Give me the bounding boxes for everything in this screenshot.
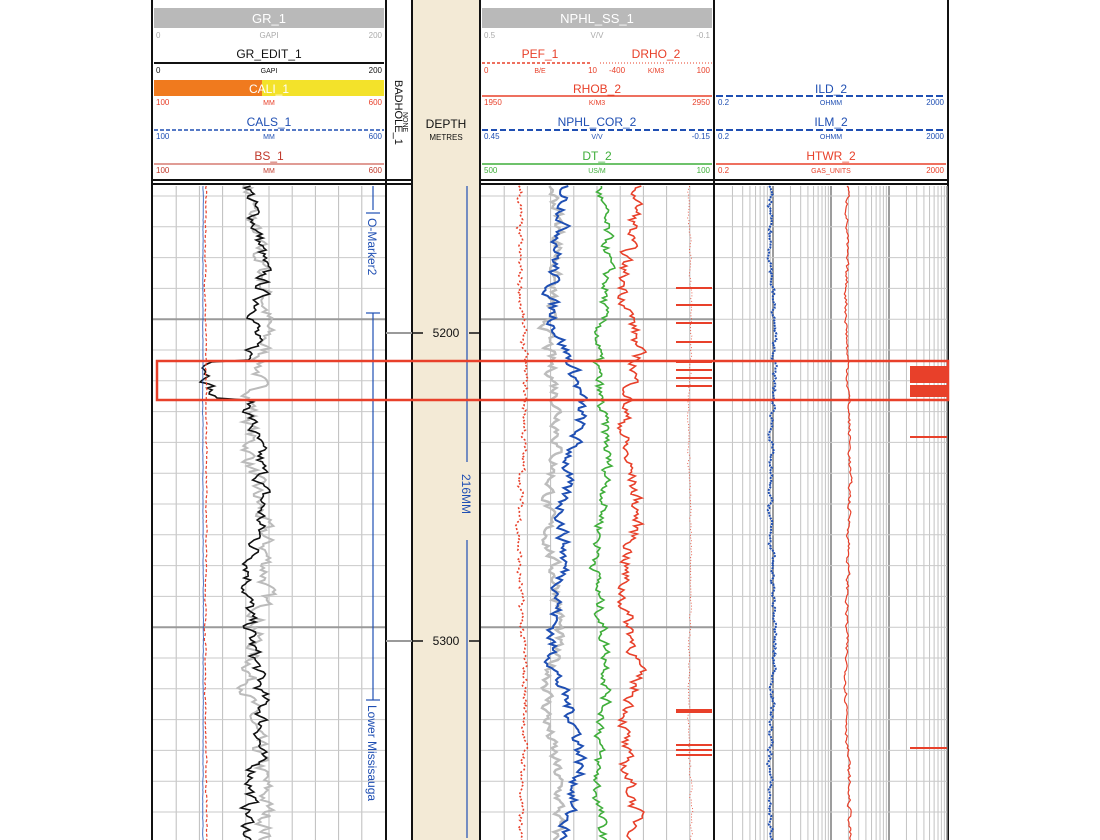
ilm-unit: OHMM: [820, 134, 842, 141]
htwr-curve: [843, 185, 853, 840]
badhole-unit: NONE: [401, 112, 408, 133]
nphl-cor-left-scale: 0.45: [484, 132, 500, 141]
track2-header: NPHL_SS_1 0.5 V/V -0.1 PEF_1 DRHO_2 0 B/…: [482, 8, 712, 175]
gas-flag-block: [910, 385, 947, 397]
cali-unit: MM: [263, 100, 275, 107]
gr-edit-unit: GAPI: [261, 68, 278, 75]
bit-size-curve: [202, 185, 204, 840]
depth-header: DEPTH METRES: [426, 117, 467, 142]
dt-curve: [588, 185, 616, 840]
track2-curves: [514, 185, 712, 840]
ilm-curve-name: ILM_2: [814, 115, 848, 129]
rhob-curve-name: RHOB_2: [573, 82, 621, 96]
cals-right-scale: 600: [369, 132, 383, 141]
gr-edit-curve: [198, 185, 273, 840]
ilm-left-scale: 0.2: [718, 132, 730, 141]
bs-left-scale: 100: [156, 166, 170, 175]
cali-left-scale: 100: [156, 98, 170, 107]
depth-unit: METRES: [429, 133, 462, 142]
dt-right-scale: 100: [697, 166, 711, 175]
htwr-left-scale: 0.2: [718, 166, 730, 175]
nphl-cor-curve-name: NPHL_COR_2: [558, 115, 637, 129]
ild-left-scale: 0.2: [718, 98, 730, 107]
nphl-ss-curve: [536, 185, 567, 840]
depth-title: DEPTH: [426, 117, 467, 131]
nphl-cor-unit: V/V: [591, 134, 603, 141]
ild-curve-name: ILD_2: [815, 82, 847, 96]
cali-fill-yellow: [262, 80, 384, 96]
track1-header: GR_1 0 GAPI 200 GR_EDIT_1 0 GAPI 200 CAL…: [154, 8, 384, 175]
htwr-right-scale: 2000: [926, 166, 944, 175]
gr-unit: GAPI: [259, 31, 278, 40]
ilm-right-scale: 2000: [926, 132, 944, 141]
cals-curve-name: CALS_1: [247, 115, 292, 129]
cali-fill-orange: [154, 80, 262, 96]
nphl-ss-unit: V/V: [591, 31, 605, 40]
nphl-cor-right-scale: -0.15: [692, 132, 711, 141]
gr-header-bar: [154, 8, 384, 28]
pef-unit: B/E: [534, 68, 546, 75]
rhob-curve: [616, 185, 648, 840]
badhole-curve-name: BADHOLE_1: [392, 80, 404, 145]
bs-right-scale: 600: [369, 166, 383, 175]
rhob-left-scale: 1950: [484, 98, 502, 107]
pef-left-scale: 0: [484, 66, 489, 75]
formation-markers: O-Marker2 Lower Missisauga: [365, 186, 380, 801]
nphl-ss-curve-name: NPHL_SS_1: [560, 11, 634, 26]
htwr-unit: GAS_UNITS: [811, 168, 851, 175]
gr-left-scale: 0: [156, 31, 161, 40]
pef-curve-name: PEF_1: [522, 47, 559, 61]
htwr-curve-name: HTWR_2: [806, 149, 856, 163]
cals-left-scale: 100: [156, 132, 170, 141]
cali-right-scale: 600: [369, 98, 383, 107]
dt-left-scale: 500: [484, 166, 498, 175]
dt-unit: US/M: [588, 168, 606, 175]
nphl-ss-left-scale: 0.5: [484, 31, 496, 40]
bs-curve-name: BS_1: [254, 149, 284, 163]
drho-curve-name: DRHO_2: [632, 47, 681, 61]
gas-flag-block: [910, 366, 947, 383]
cals-unit: MM: [263, 134, 275, 141]
track3-header: ILD_2 0.2 OHMM 2000 ILM_2 0.2 OHMM 2000 …: [716, 82, 946, 175]
rhob-unit: K/M3: [589, 100, 605, 107]
pef-curve: [514, 185, 529, 840]
gr-right-scale: 200: [369, 31, 383, 40]
track1-grid: [153, 186, 412, 840]
bit-size-label: 216MM: [459, 474, 473, 514]
gr-edit-right-scale: 200: [369, 66, 383, 75]
badhole-header: BADHOLE_1 NONE: [392, 80, 408, 145]
track3-grid: [715, 186, 948, 840]
depth-label-5200: 5200: [433, 326, 460, 340]
nphl-ss-right-scale: -0.1: [696, 31, 710, 40]
nphl-cor-curve: [540, 185, 589, 840]
drho-unit: K/M3: [648, 68, 664, 75]
marker-label-top: O-Marker2: [365, 218, 379, 276]
ild-right-scale: 2000: [926, 98, 944, 107]
depth-labels: 5200 5300 216MM: [413, 186, 479, 838]
pef-right-scale: 10: [588, 66, 597, 75]
gr-edit-curve-name: GR_EDIT_1: [236, 47, 302, 61]
ild-unit: OHMM: [820, 100, 842, 107]
track-frames: [151, 0, 949, 840]
dt-curve-name: DT_2: [582, 149, 612, 163]
cali-curve-name: CALI_1: [249, 82, 289, 96]
marker-label-bottom: Lower Missisauga: [365, 705, 379, 801]
track2-grid: [481, 186, 713, 840]
caliper-curve: [203, 185, 208, 840]
rhob-right-scale: 2950: [692, 98, 710, 107]
drho-right-scale: 100: [697, 66, 711, 75]
depth-column-band: [413, 0, 479, 840]
bs-unit: MM: [263, 168, 275, 175]
track3-curves: [765, 185, 947, 840]
gr-curve-name: GR_1: [252, 11, 286, 26]
track1-curves: [198, 185, 278, 840]
nphl-ss-header-bar: [482, 8, 712, 28]
gr-curve: [235, 185, 278, 840]
zone-highlight-box: [155, 359, 950, 402]
depth-label-5300: 5300: [433, 634, 460, 648]
ild-curve: [765, 185, 779, 840]
drho-left-scale: -400: [609, 66, 626, 75]
gr-edit-left-scale: 0: [156, 66, 161, 75]
